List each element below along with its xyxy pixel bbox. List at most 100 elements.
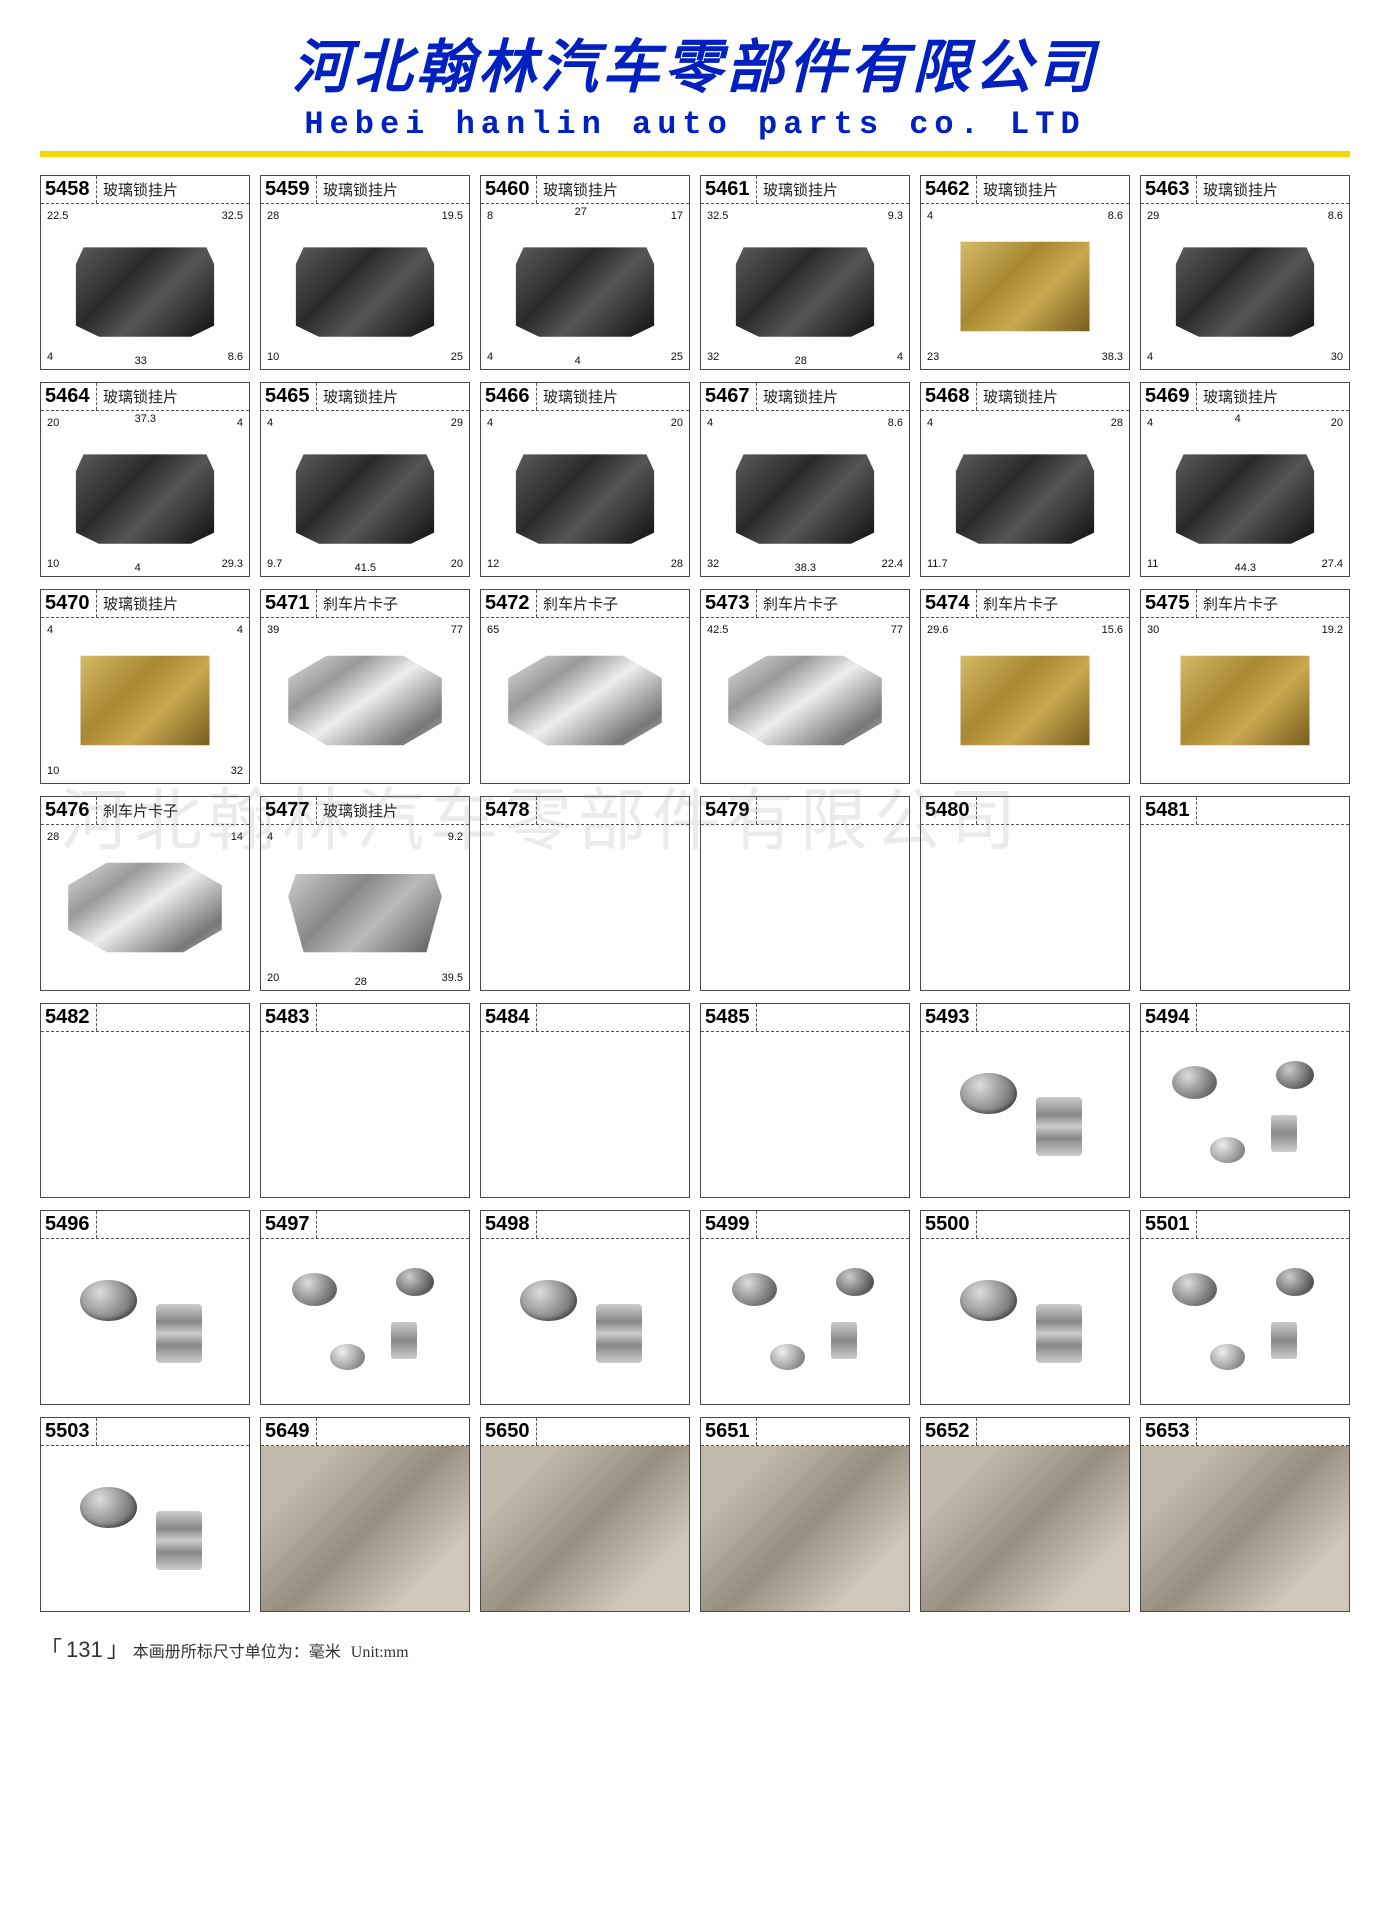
cell-header: 5498: [481, 1211, 689, 1239]
dimension-label: 27: [575, 206, 587, 218]
dimension-label: 23: [927, 351, 939, 363]
cell-header: 5497: [261, 1211, 469, 1239]
product-image-area: [921, 825, 1129, 990]
dimension-label: 32.5: [222, 210, 243, 222]
cell-header: 5499: [701, 1211, 909, 1239]
product-image-area: [1141, 825, 1349, 990]
dimension-label: 4: [1147, 351, 1153, 363]
product-code: 5460: [481, 176, 537, 203]
product-cell: 5466玻璃锁挂片4201228: [480, 382, 690, 577]
dimension-label: 37.3: [135, 413, 156, 425]
product-cell: 5499: [700, 1210, 910, 1405]
cell-header: 5468玻璃锁挂片: [921, 383, 1129, 411]
product-code: 5471: [261, 590, 317, 617]
page-bracket-left: 「: [40, 1632, 62, 1664]
dimension-label: 32: [707, 351, 719, 363]
cell-header: 5473刹车片卡子: [701, 590, 909, 618]
dimension-label: 25: [671, 351, 683, 363]
product-image-area: [921, 1446, 1129, 1611]
product-image-area: [261, 1446, 469, 1611]
dimension-label: 17: [671, 210, 683, 222]
product-label: 玻璃锁挂片: [537, 386, 618, 407]
product-cell: 5469玻璃锁挂片4201127.444.34: [1140, 382, 1350, 577]
product-image-area: [921, 1032, 1129, 1197]
bracket-placeholder: [1168, 438, 1322, 550]
product-label: 玻璃锁挂片: [1197, 179, 1278, 200]
product-cell: 5468玻璃锁挂片42811.7: [920, 382, 1130, 577]
bolt-nut-placeholder: [943, 1055, 1106, 1174]
cell-header: 5460玻璃锁挂片: [481, 176, 689, 204]
bracket-placeholder: [288, 645, 442, 757]
product-code: 5463: [1141, 176, 1197, 203]
bracket-placeholder: [728, 645, 882, 757]
product-code: 5482: [41, 1004, 97, 1031]
cell-header: 5479: [701, 797, 909, 825]
product-code: 5493: [921, 1004, 977, 1031]
product-image-area: 3019.2: [1141, 618, 1349, 783]
dimension-label: 28: [355, 976, 367, 988]
dimension-label: 4: [1235, 413, 1241, 425]
page-number: 131: [62, 1637, 107, 1663]
product-image-area: 2814: [41, 825, 249, 990]
cell-header: 5469玻璃锁挂片: [1141, 383, 1349, 411]
cell-header: 5477玻璃锁挂片: [261, 797, 469, 825]
cell-header: 5478: [481, 797, 689, 825]
dimension-label: 29.6: [927, 624, 948, 636]
product-cell: 5462玻璃锁挂片48.62338.3: [920, 175, 1130, 370]
cell-header: 5494: [1141, 1004, 1349, 1032]
cell-header: 5466玻璃锁挂片: [481, 383, 689, 411]
dimension-label: 41.5: [355, 562, 376, 574]
product-code: 5483: [261, 1004, 317, 1031]
product-image-area: [41, 1032, 249, 1197]
product-code: 5469: [1141, 383, 1197, 410]
product-photo-placeholder: [701, 1446, 909, 1611]
cell-header: 5474刹车片卡子: [921, 590, 1129, 618]
product-image-area: [701, 1032, 909, 1197]
product-code: 5485: [701, 1004, 757, 1031]
product-cell: 5496: [40, 1210, 250, 1405]
bracket-placeholder: [288, 852, 442, 964]
cell-header: 5462玻璃锁挂片: [921, 176, 1129, 204]
bracket-placeholder: [728, 231, 882, 343]
dimension-label: 22.4: [882, 558, 903, 570]
dimension-label: 8.6: [1328, 210, 1343, 222]
dimension-label: 10: [47, 558, 59, 570]
product-image-area: 2041029.3437.3: [41, 411, 249, 576]
bracket-placeholder: [68, 645, 222, 757]
product-code: 5480: [921, 797, 977, 824]
bracket-placeholder: [1168, 645, 1322, 757]
bracket-placeholder: [1168, 231, 1322, 343]
product-cell: 5473刹车片卡子42.577: [700, 589, 910, 784]
product-cell: 5649: [260, 1417, 470, 1612]
product-image-area: [481, 1446, 689, 1611]
product-cell: 5500: [920, 1210, 1130, 1405]
product-code: 5478: [481, 797, 537, 824]
product-cell: 5474刹车片卡子29.615.6: [920, 589, 1130, 784]
dimension-label: 10: [47, 765, 59, 777]
product-cell: 5464玻璃锁挂片2041029.3437.3: [40, 382, 250, 577]
product-image-area: 49.22039.528: [261, 825, 469, 990]
product-label: 玻璃锁挂片: [97, 179, 178, 200]
product-photo-placeholder: [481, 1446, 689, 1611]
cell-header: 5465玻璃锁挂片: [261, 383, 469, 411]
product-image-area: 42811.7: [921, 411, 1129, 576]
cell-header: 5484: [481, 1004, 689, 1032]
product-image-area: 48.62338.3: [921, 204, 1129, 369]
product-cell: 5465玻璃锁挂片4299.72041.5: [260, 382, 470, 577]
dimension-label: 27.4: [1322, 558, 1343, 570]
dimension-label: 4: [927, 210, 933, 222]
product-label: 玻璃锁挂片: [97, 593, 178, 614]
cell-header: 5467玻璃锁挂片: [701, 383, 909, 411]
product-cell: 5475刹车片卡子3019.2: [1140, 589, 1350, 784]
bolt-nut-placeholder: [503, 1262, 666, 1381]
product-code: 5458: [41, 176, 97, 203]
product-image-area: [1141, 1032, 1349, 1197]
product-photo-placeholder: [921, 1446, 1129, 1611]
product-code: 5462: [921, 176, 977, 203]
product-code: 5494: [1141, 1004, 1197, 1031]
company-title-cn: 河北翰林汽车零部件有限公司: [40, 20, 1350, 104]
dimension-label: 4: [1147, 417, 1153, 429]
dimension-label: 4: [267, 417, 273, 429]
product-code: 5467: [701, 383, 757, 410]
product-grid: 5458玻璃锁挂片22.532.548.6335459玻璃锁挂片2819.510…: [40, 175, 1350, 1612]
